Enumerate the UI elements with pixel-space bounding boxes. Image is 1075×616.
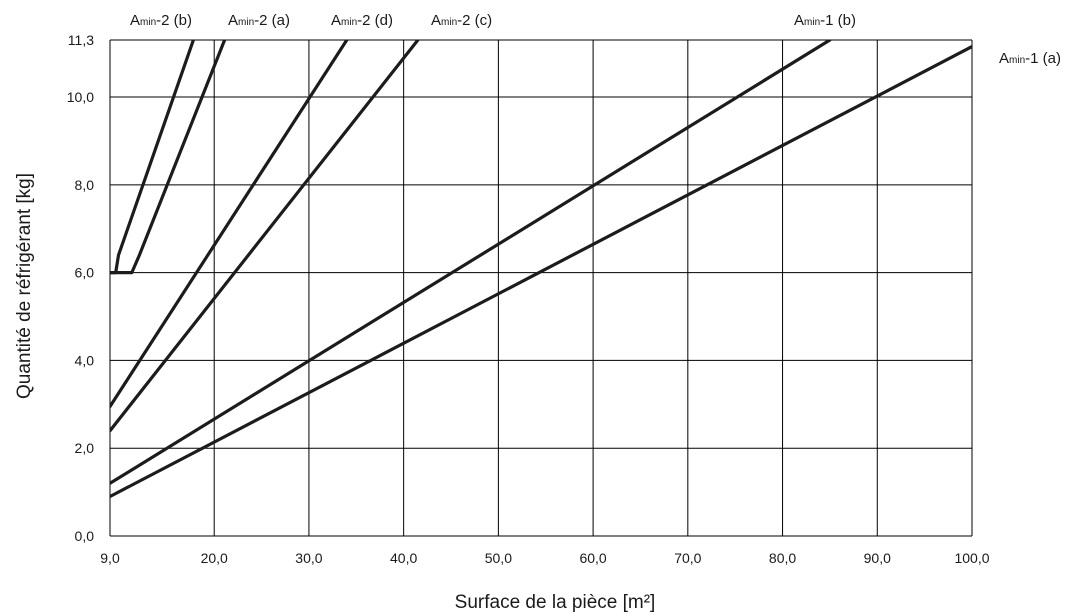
x-tick-label: 80,0: [769, 550, 796, 566]
series-label-sub: min: [238, 17, 254, 28]
series-line-1: [110, 40, 227, 275]
y-tick-label: 10,0: [67, 89, 94, 105]
x-tick-label: 9,0: [100, 550, 120, 566]
series-label-main: A: [130, 12, 140, 29]
series-label-main: A: [331, 12, 341, 29]
x-tick-label: 60,0: [579, 550, 606, 566]
series-label-main: A: [794, 12, 804, 29]
x-tick-label: 70,0: [674, 550, 701, 566]
y-tick-label: 0,0: [75, 528, 95, 544]
y-tick-label: 2,0: [75, 440, 95, 456]
series-label-main: A: [999, 50, 1009, 67]
series-line-4: [110, 40, 832, 485]
series-label: Amin-1 (b): [794, 12, 856, 29]
y-axis-title: Quantité de réfrigérant [kg]: [14, 173, 35, 399]
series-label-rest: -2 (d): [357, 12, 393, 29]
series-lines: [110, 40, 972, 499]
series-label-rest: -1 (b): [820, 12, 856, 29]
series-label: Amin-1 (a): [999, 50, 1061, 67]
series-label-sub: min: [804, 17, 820, 28]
y-tick-label: 4,0: [75, 352, 95, 368]
series-label-sub: min: [441, 17, 457, 28]
x-tick-label: 90,0: [864, 550, 891, 566]
series-line-2: [110, 40, 349, 409]
x-tick-label: 100,0: [954, 550, 989, 566]
x-tick-label: 30,0: [295, 550, 322, 566]
series-label: Amin-2 (c): [431, 12, 492, 29]
series-label-sub: min: [140, 17, 156, 28]
series-label: Amin-2 (b): [130, 12, 192, 29]
series-line-0: [110, 40, 195, 275]
series-label-rest: -2 (c): [457, 12, 492, 29]
series-label: Amin-2 (a): [228, 12, 290, 29]
x-tick-label: 50,0: [485, 550, 512, 566]
series-label-rest: -2 (b): [156, 12, 192, 29]
y-tick-label: 8,0: [75, 177, 95, 193]
x-axis-title: Surface de la pièce [m²]: [455, 592, 656, 613]
series-label-rest: -1 (a): [1025, 50, 1061, 67]
series-label-sub: min: [341, 17, 357, 28]
x-tick-label: 20,0: [201, 550, 228, 566]
series-label-sub: min: [1009, 55, 1025, 66]
series-line-5: [110, 45, 972, 499]
series-labels: Amin-2 (b) Amin-2 (a) Amin-2 (d) Amin-2 (c)…: [130, 12, 1061, 67]
tick-labels: 9,0 20,0 30,0 40,0 50,0 60,0 70,0 80,0 90,0 100,0…: [67, 32, 990, 566]
y-tick-label: 6,0: [75, 265, 95, 281]
series-label-rest: -2 (a): [254, 12, 290, 29]
series-label-main: A: [228, 12, 238, 29]
series-label-main: A: [431, 12, 441, 29]
y-tick-label: 11,3: [68, 32, 94, 48]
series-line-3: [110, 40, 420, 433]
x-tick-label: 40,0: [390, 550, 417, 566]
series-label: Amin-2 (d): [331, 12, 393, 29]
